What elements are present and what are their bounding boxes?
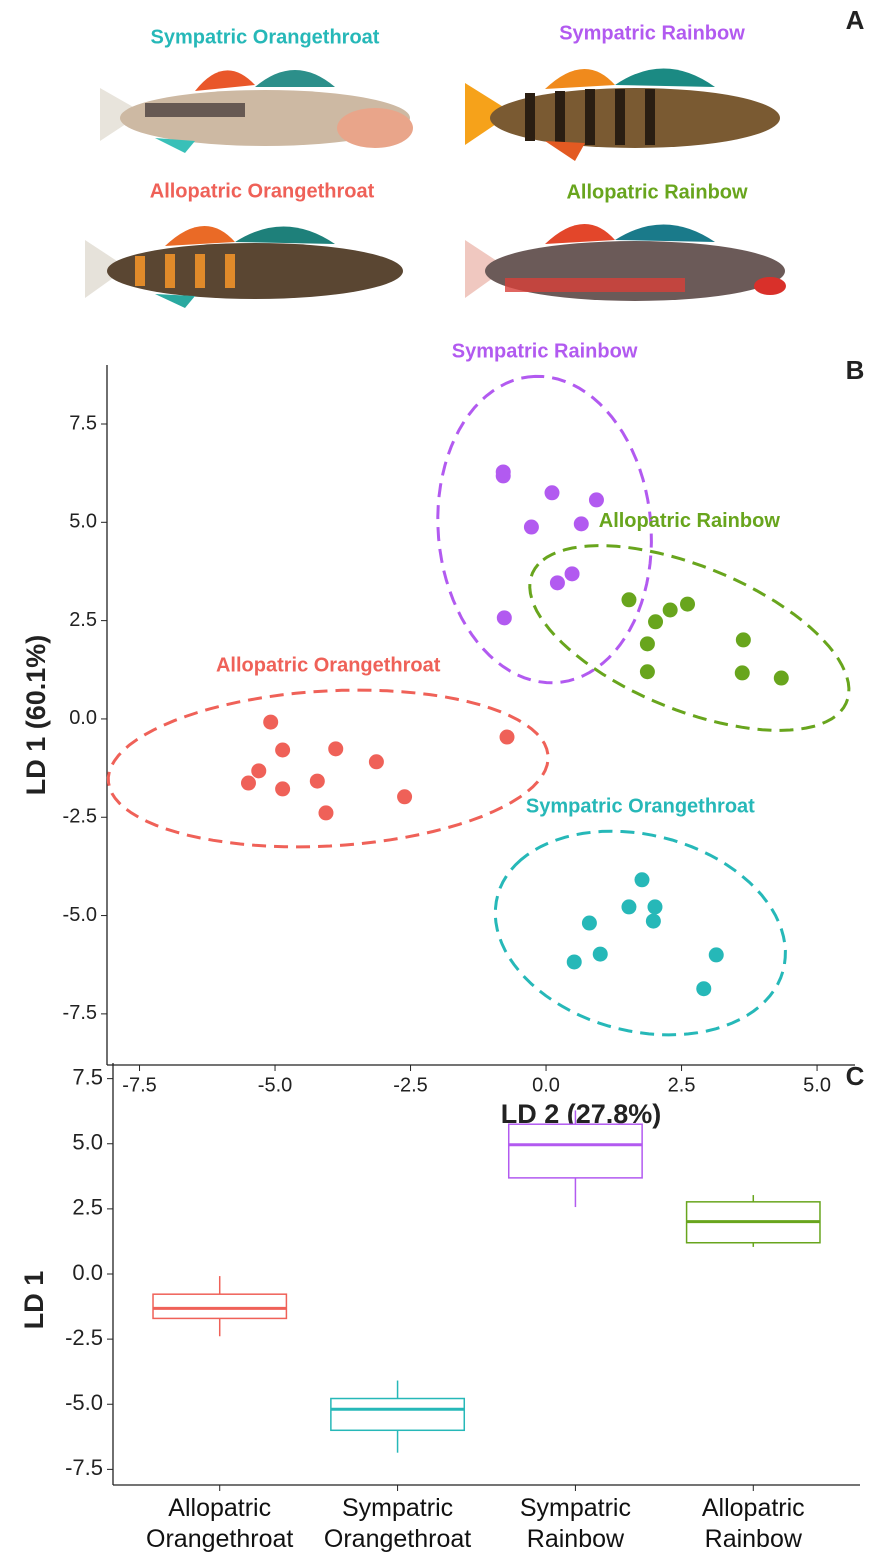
group-label: Allopatric Orangethroat	[216, 654, 441, 676]
panel-letter: A	[846, 5, 865, 35]
group-label: Sympatric Rainbow	[452, 341, 638, 363]
point	[496, 610, 512, 626]
y-tick-label: 2.5	[72, 1195, 103, 1220]
x-tick-label: Sympatric Rainbow	[519, 1494, 631, 1553]
y-tick-label: 0.0	[72, 1260, 103, 1285]
fish-label: Allopatric Orangethroat	[150, 180, 375, 202]
point	[544, 485, 560, 501]
y-tick-label: 5.0	[72, 1130, 103, 1155]
point	[251, 763, 267, 779]
y-tick-label: -2.5	[65, 1325, 103, 1350]
point	[318, 805, 334, 821]
y-tick-label: -7.5	[63, 1002, 97, 1024]
point	[696, 981, 712, 997]
y-tick-label: 7.5	[72, 1064, 103, 1089]
x-tick-label: Sympatric Orangethroat	[323, 1494, 472, 1553]
point	[708, 947, 724, 963]
point	[581, 915, 597, 931]
box	[507, 1123, 643, 1179]
point	[639, 664, 655, 680]
group-ellipse	[528, 544, 851, 732]
x-tick-label: -7.5	[122, 1074, 156, 1096]
point	[566, 954, 582, 970]
group-label: Sympatric Orangethroat	[526, 795, 755, 817]
point	[523, 519, 539, 535]
x-tick-label: -2.5	[393, 1074, 427, 1096]
box	[330, 1397, 466, 1432]
y-tick-label: 5.0	[69, 511, 97, 533]
group-ellipse	[493, 829, 787, 1037]
y-tick-label: -2.5	[63, 806, 97, 828]
point	[549, 575, 565, 591]
fish-photo	[85, 225, 403, 308]
point	[564, 566, 580, 582]
y-tick-label: 2.5	[69, 609, 97, 631]
y-tick-label: -5.0	[63, 904, 97, 926]
point	[680, 596, 696, 612]
fish-illustrations	[85, 68, 786, 308]
fish-label: Allopatric Rainbow	[566, 181, 748, 203]
y-tick-label: 7.5	[69, 412, 97, 434]
fish-photo	[465, 223, 786, 301]
point	[645, 913, 661, 929]
point	[621, 899, 637, 915]
point	[735, 632, 751, 648]
point	[240, 775, 256, 791]
point	[588, 492, 604, 508]
x-tick-label: Allopatric Orangethroat	[146, 1494, 294, 1553]
y-tick-label: -5.0	[65, 1390, 103, 1415]
point	[734, 665, 750, 681]
point	[328, 741, 344, 757]
point	[639, 636, 655, 652]
y-tick-label: 0.0	[69, 707, 97, 729]
point	[573, 516, 589, 532]
x-tick-label: Allopatric Rainbow	[701, 1494, 805, 1553]
point	[773, 670, 789, 686]
fish-label: Sympatric Orangethroat	[151, 26, 380, 48]
fish-photo	[465, 68, 780, 161]
point	[621, 592, 637, 608]
panel-letter: B	[846, 355, 865, 385]
point	[647, 899, 663, 915]
x-tick-label: 5.0	[803, 1074, 831, 1096]
x-tick-label: 0.0	[532, 1074, 560, 1096]
x-tick-label: 2.5	[668, 1074, 696, 1096]
box	[152, 1293, 288, 1320]
point	[495, 468, 511, 484]
point	[662, 602, 678, 618]
group-label: Allopatric Rainbow	[599, 510, 781, 532]
point	[368, 754, 384, 770]
point	[397, 789, 413, 805]
fish-label: Sympatric Rainbow	[559, 22, 745, 44]
y-tick-label: -7.5	[65, 1455, 103, 1480]
point	[309, 773, 325, 789]
fish-photo	[100, 70, 413, 153]
point	[275, 781, 291, 797]
point	[499, 729, 515, 745]
point	[634, 872, 650, 888]
group-ellipse	[436, 374, 653, 685]
y-axis-title: LD 1	[19, 1271, 49, 1330]
x-tick-label: -5.0	[258, 1074, 292, 1096]
group-ellipse	[106, 688, 550, 849]
point	[275, 742, 291, 758]
point	[263, 714, 279, 730]
point	[592, 946, 608, 962]
y-axis-title: LD 1 (60.1%)	[21, 635, 51, 796]
point	[648, 614, 664, 630]
panel-letter: C	[846, 1061, 865, 1091]
